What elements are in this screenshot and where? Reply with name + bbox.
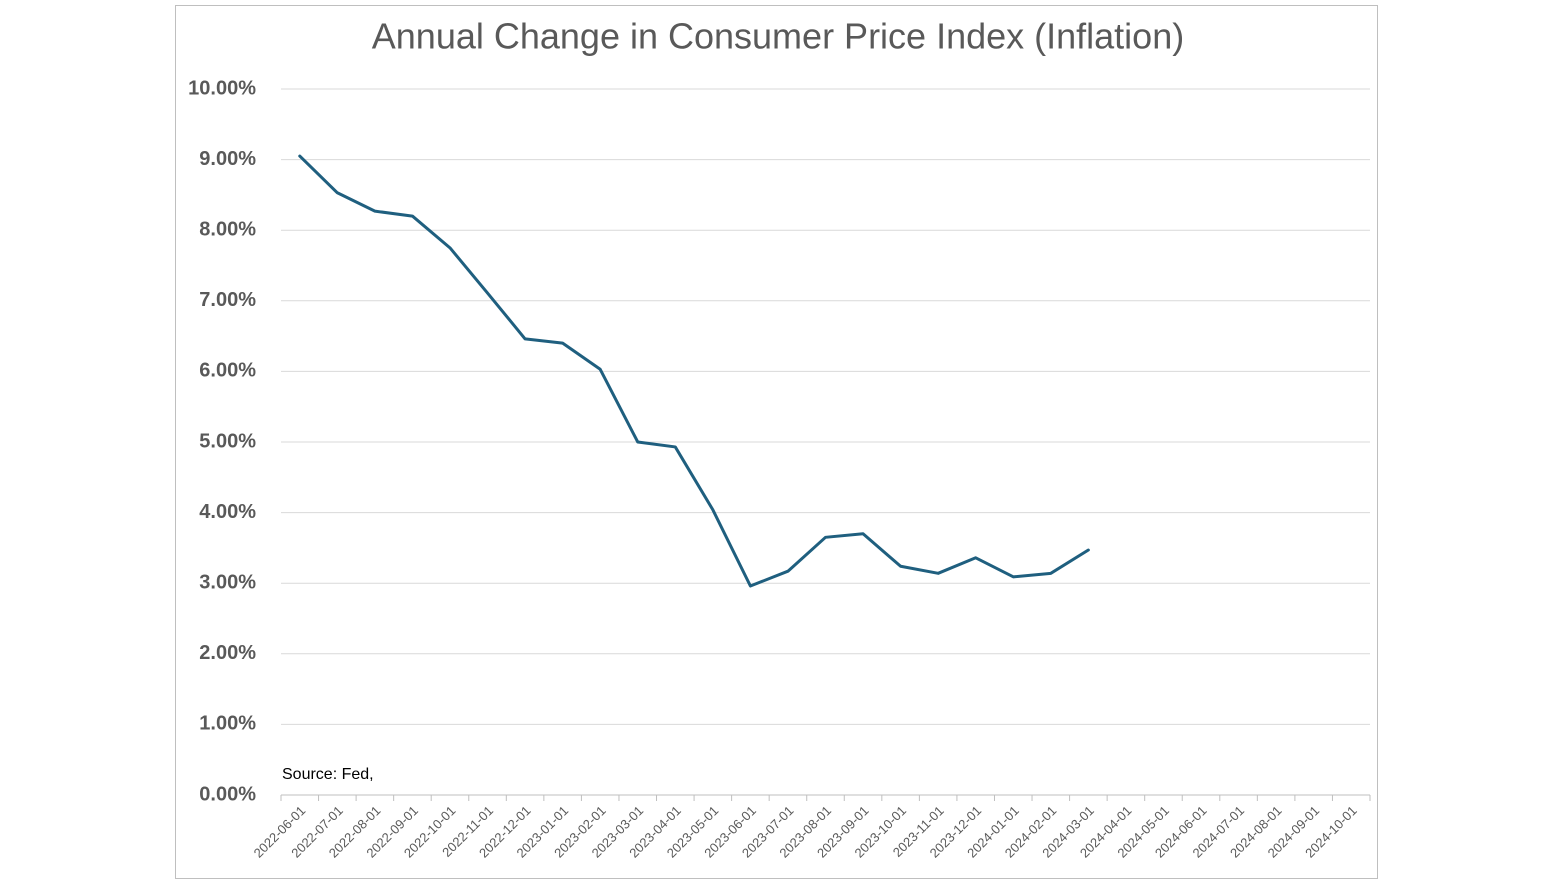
data-line [298, 154, 1090, 588]
y-tick-label: 0.00% [199, 783, 256, 805]
y-tick-label: 4.00% [199, 501, 256, 523]
y-tick-label: 1.00% [199, 713, 256, 735]
y-tick-label: 3.00% [199, 571, 256, 593]
y-tick-label: 5.00% [199, 430, 256, 452]
y-tick-label: 6.00% [199, 360, 256, 382]
chart-title: Annual Change in Consumer Price Index (I… [372, 16, 1184, 57]
y-tick-label: 7.00% [199, 289, 256, 311]
y-tick-label: 8.00% [199, 218, 256, 240]
y-tick-label: 10.00% [188, 77, 256, 99]
y-tick-label: 2.00% [199, 642, 256, 664]
annotation: Source: Fed, [282, 766, 374, 783]
y-tick-label: 9.00% [199, 148, 256, 170]
